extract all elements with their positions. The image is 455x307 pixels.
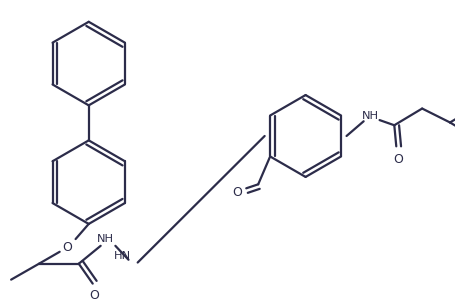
Text: HN: HN — [114, 251, 131, 261]
Text: O: O — [89, 289, 99, 302]
Text: NH: NH — [361, 111, 378, 121]
Text: NH: NH — [97, 234, 114, 244]
Text: O: O — [231, 186, 241, 199]
Text: O: O — [392, 153, 402, 165]
Text: O: O — [62, 241, 71, 254]
